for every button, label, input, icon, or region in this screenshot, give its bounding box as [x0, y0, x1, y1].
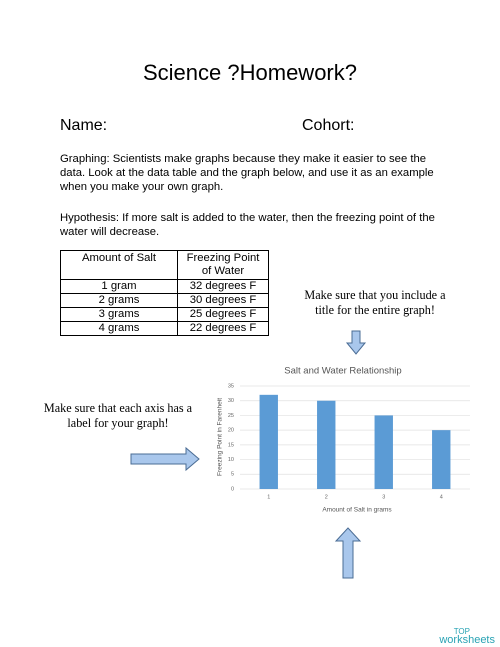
- y-tick-label: 0: [231, 486, 234, 492]
- cohort-label: Cohort:: [302, 117, 355, 134]
- arrow-right: [130, 446, 200, 472]
- paragraph: Graphing: Scientists make graphs because…: [60, 153, 434, 193]
- data-table: Amount of Salt Freezing Point of Water 1 …: [60, 250, 269, 336]
- y-tick-label: 5: [231, 472, 234, 478]
- y-tick-label: 35: [228, 383, 234, 389]
- arrow-down: [345, 330, 367, 355]
- table-cell: 30 degrees F: [177, 293, 269, 308]
- x-tick-label: 4: [440, 494, 443, 500]
- y-tick-label: 30: [228, 398, 234, 404]
- y-tick-label: 20: [228, 428, 234, 434]
- arrow-up: [334, 527, 362, 579]
- bar: [317, 400, 336, 489]
- bar: [374, 415, 393, 489]
- x-tick-label: 1: [267, 494, 270, 500]
- table-cell: 4 grams: [60, 321, 178, 336]
- title: Science ?Homework?: [143, 60, 357, 85]
- bar: [259, 394, 278, 489]
- table-cell: 25 degrees F: [177, 307, 269, 322]
- bar: [432, 430, 451, 489]
- table-cell: 22 degrees F: [177, 321, 269, 336]
- x-axis-label: Amount of Salt in grams: [322, 507, 392, 514]
- note: Make sure that you include a title for t…: [304, 288, 446, 317]
- table-header: Amount of Salt: [60, 250, 178, 280]
- chart-title: Salt and Water Relationship: [284, 366, 401, 377]
- logo-top: TOP: [454, 627, 470, 636]
- y-tick-label: 15: [228, 442, 234, 448]
- y-tick-label: 25: [228, 413, 234, 419]
- note: Make sure that each axis has a label for…: [43, 401, 193, 430]
- arrows: [130, 330, 367, 579]
- x-tick-label: 3: [382, 494, 385, 500]
- y-tick-label: 10: [228, 457, 234, 463]
- x-tick-label: 2: [325, 494, 328, 500]
- logo-bottom: worksheets: [438, 634, 495, 646]
- table-cell: 2 grams: [60, 293, 178, 308]
- name-label: Name:: [60, 117, 108, 134]
- y-axis-label: Freezing Point in Farenheit: [217, 398, 224, 476]
- paragraph: Hypothesis: If more salt is added to the…: [60, 212, 435, 238]
- table-cell: 32 degrees F: [177, 279, 269, 294]
